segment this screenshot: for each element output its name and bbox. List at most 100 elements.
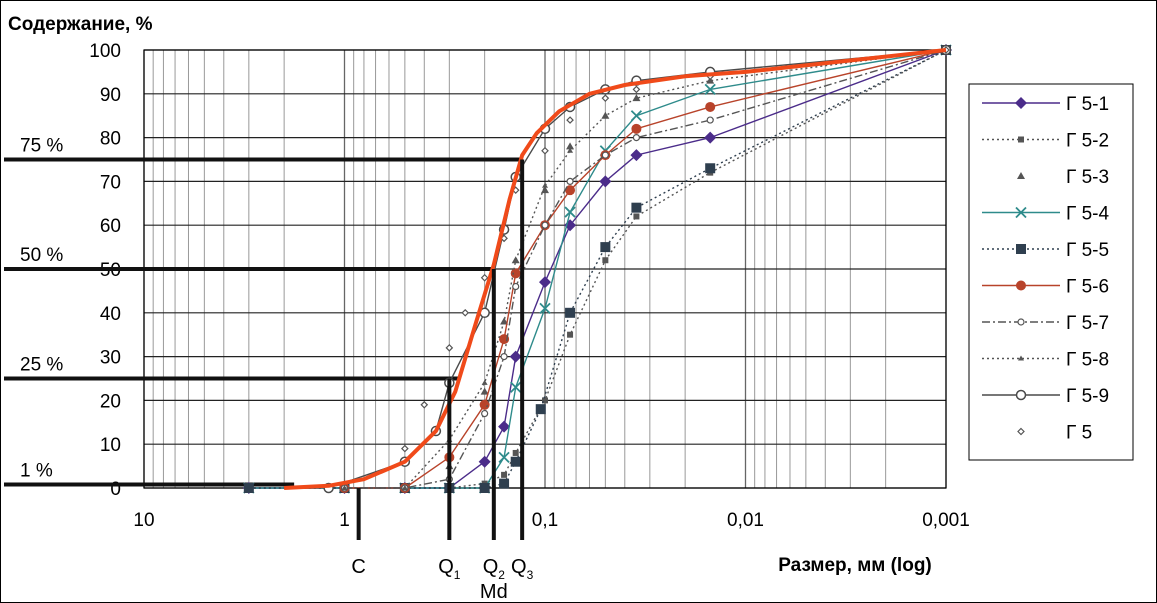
percent-level-label: 75 % xyxy=(20,136,63,157)
data-point xyxy=(601,151,609,159)
data-point xyxy=(501,318,508,324)
quartile-subscript: 1 xyxy=(454,568,461,582)
data-point xyxy=(705,101,716,112)
legend-label: Г 5 xyxy=(1066,423,1092,444)
median-label: Md xyxy=(480,581,508,603)
data-point xyxy=(1016,244,1026,254)
y-axis-ticks: 0102030405060708090100 xyxy=(89,41,121,500)
y-tick-label: 90 xyxy=(100,85,121,106)
percent-levels: 1 % 25 % 50 % 75 % xyxy=(4,136,521,487)
series-group xyxy=(242,44,952,494)
data-point xyxy=(1018,136,1024,143)
data-point xyxy=(510,268,521,279)
percent-level-label: 1 % xyxy=(20,460,53,481)
legend-label: Г 5-5 xyxy=(1066,240,1109,261)
data-point xyxy=(500,353,508,361)
data-point xyxy=(480,387,489,395)
cumulative-curve xyxy=(284,48,947,490)
y-tick-label: 0 xyxy=(110,479,121,500)
data-point xyxy=(445,343,454,352)
data-point xyxy=(1017,172,1025,179)
legend-label: Г 5-9 xyxy=(1066,386,1109,407)
data-point xyxy=(1018,355,1024,361)
data-point xyxy=(1015,97,1027,109)
data-point xyxy=(461,308,470,317)
data-point xyxy=(501,471,508,478)
data-point xyxy=(480,273,489,282)
y-tick-label: 100 xyxy=(89,41,121,62)
data-point xyxy=(499,334,510,345)
y-tick-label: 70 xyxy=(100,172,121,193)
data-point xyxy=(498,451,510,463)
data-point xyxy=(542,397,548,404)
data-point xyxy=(479,399,490,410)
data-point xyxy=(1017,318,1025,326)
data-point xyxy=(1015,206,1027,219)
legend-label: Г 5-7 xyxy=(1066,313,1109,334)
data-point xyxy=(564,206,576,218)
x-axis-label: Размер, мм (log) xyxy=(778,555,932,576)
data-point xyxy=(498,420,511,433)
data-point xyxy=(509,350,522,363)
series-line xyxy=(344,49,947,489)
quartile-label: C xyxy=(351,556,365,578)
y-tick-label: 40 xyxy=(100,304,121,325)
data-point xyxy=(707,77,714,83)
data-point xyxy=(541,221,549,229)
cumulative-curve-group xyxy=(284,48,947,490)
x-tick-label: 10 xyxy=(133,510,154,531)
data-point xyxy=(630,149,643,162)
data-point xyxy=(510,456,521,467)
data-point xyxy=(600,242,611,253)
data-point xyxy=(541,186,549,194)
x-tick-label: 0,001 xyxy=(922,510,970,531)
data-point xyxy=(601,94,610,103)
data-point xyxy=(535,404,546,415)
data-point xyxy=(481,379,488,385)
data-point xyxy=(566,177,574,185)
data-point xyxy=(631,123,642,134)
data-point xyxy=(565,185,576,196)
data-point xyxy=(539,302,551,315)
legend: Г 5-1 Г 5-2 Г 5-3 Г 5-4 Г 5-5 Г 5-6 Г 5-7 Г 5-8… xyxy=(968,83,1134,461)
quartile-subscript: 3 xyxy=(527,568,534,582)
series-line xyxy=(344,49,947,489)
data-point xyxy=(567,147,574,153)
quartile-subscript: 2 xyxy=(498,568,505,582)
data-point xyxy=(541,146,549,155)
data-point xyxy=(706,116,714,124)
x-tick-label: 1 xyxy=(339,510,350,531)
data-point xyxy=(479,483,490,493)
data-point xyxy=(1017,427,1025,436)
data-point xyxy=(632,134,641,142)
data-point xyxy=(341,485,348,490)
data-point xyxy=(512,282,520,291)
data-point xyxy=(633,213,640,220)
legend-label: Г 5-6 xyxy=(1066,277,1109,298)
x-axis-ticks: 10 1 0,1 0,01 0,001 xyxy=(133,510,969,531)
data-point xyxy=(401,485,408,490)
series-line xyxy=(344,49,947,489)
data-point xyxy=(633,95,640,101)
y-tick-label: 20 xyxy=(100,391,121,412)
data-point xyxy=(566,116,574,124)
data-point xyxy=(512,449,519,456)
data-point xyxy=(566,142,575,150)
data-point xyxy=(567,331,574,338)
x-tick-label: 0,01 xyxy=(727,510,764,531)
data-point xyxy=(420,400,429,409)
data-point xyxy=(602,112,609,118)
legend-box xyxy=(968,83,1134,461)
data-point xyxy=(512,257,519,263)
percent-level-label: 50 % xyxy=(20,245,63,266)
data-point xyxy=(704,131,717,144)
data-point xyxy=(1015,389,1027,401)
data-point xyxy=(631,202,642,213)
data-point xyxy=(632,85,641,94)
data-point xyxy=(401,444,409,453)
data-point xyxy=(499,478,510,489)
data-point xyxy=(565,307,576,318)
legend-label: Г 5-1 xyxy=(1066,94,1109,115)
y-tick-label: 60 xyxy=(100,216,121,237)
